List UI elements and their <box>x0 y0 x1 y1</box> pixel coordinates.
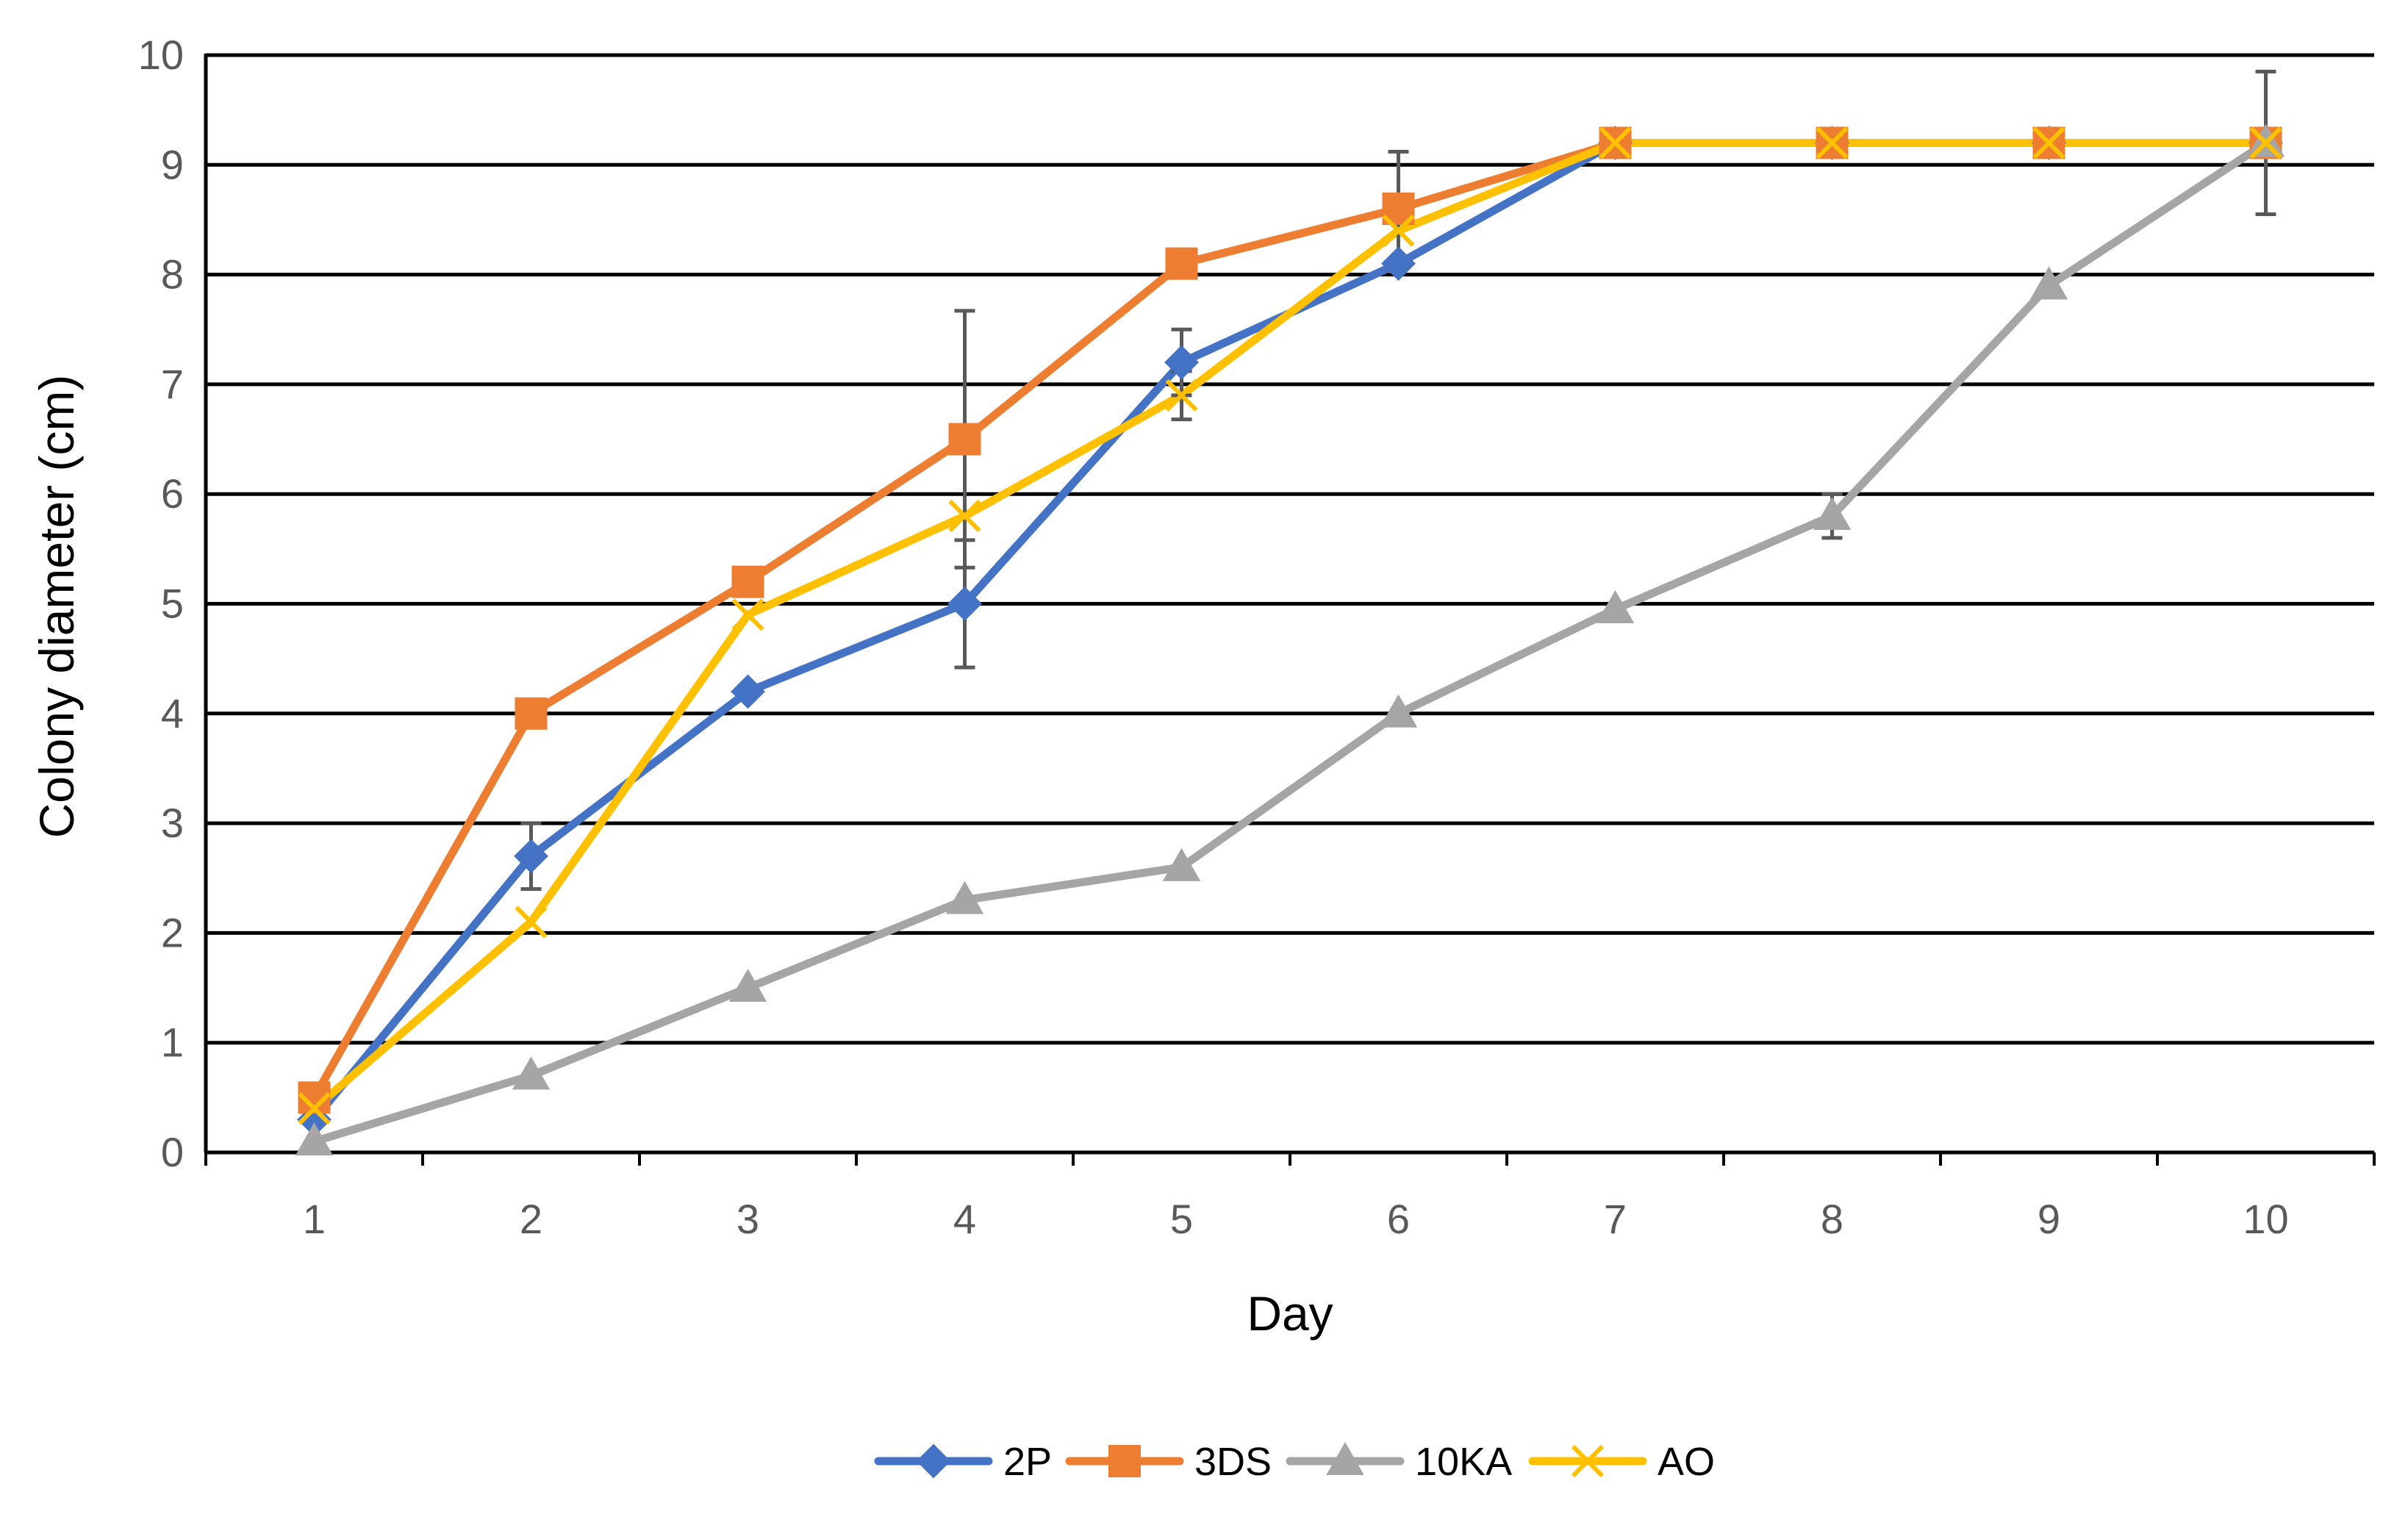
series-lines <box>310 138 2270 1146</box>
legend-item-2P: 2P <box>874 1440 1052 1484</box>
x-tick-label-2: 2 <box>520 1196 542 1242</box>
marker-2P-day-2 <box>514 839 548 874</box>
marker-AO-day-10-stroke-b <box>2249 126 2282 159</box>
marker-10KA-day-9 <box>2029 266 2068 300</box>
series-markers <box>295 123 2285 1156</box>
marker-3DS-day-3 <box>731 565 764 598</box>
marker-2P-day-5 <box>1164 345 1199 380</box>
series-line-10KA <box>310 138 2270 1146</box>
marker-AO-day-4-stroke-b <box>948 499 981 533</box>
y-tick-label-5: 5 <box>161 581 184 627</box>
marker-10KA-day-6 <box>1379 694 1418 728</box>
marker-AO-day-10 <box>2249 126 2282 159</box>
legend-label-10KA: 10KA <box>1415 1440 1512 1484</box>
x-tick-label-5: 5 <box>1170 1196 1193 1242</box>
legend-swatch-marker-2P <box>916 1443 951 1479</box>
x-tick-label-10: 10 <box>2243 1196 2288 1242</box>
x-tick-label-9: 9 <box>2038 1196 2060 1242</box>
y-tick-label-4: 4 <box>161 690 184 736</box>
gridlines <box>206 53 2374 1045</box>
marker-2P-day-4 <box>947 587 982 621</box>
x-axis-title: Day <box>1247 1286 1333 1341</box>
x-tick-label-4: 4 <box>953 1196 976 1242</box>
y-tick-label-2: 2 <box>161 909 184 955</box>
marker-AO-day-5-stroke-b <box>1165 379 1198 412</box>
legend-swatch-marker-AO-stroke-b <box>1571 1444 1605 1478</box>
legend-swatch-marker-3DS <box>1108 1445 1141 1477</box>
x-tick-label-8: 8 <box>1821 1196 1843 1242</box>
marker-3DS-day-4 <box>948 423 981 456</box>
marker-AO-day-4 <box>948 499 981 533</box>
y-tick-label-9: 9 <box>161 141 184 187</box>
y-tick-label-3: 3 <box>161 800 184 846</box>
marker-AO-day-2 <box>515 905 548 939</box>
y-tick-label-8: 8 <box>161 251 184 298</box>
legend-swatch-marker-AO <box>1571 1444 1605 1478</box>
x-axis-ticks: 1 2 3 4 5 6 7 8 9 10 <box>303 1196 2289 1242</box>
series-line-3DS <box>310 138 2270 1102</box>
marker-2P-day-3 <box>731 674 765 709</box>
marker-AO-day-3 <box>731 598 764 631</box>
series-line-2P <box>310 138 2270 1124</box>
marker-AO-day-2-stroke-b <box>515 905 548 939</box>
y-tick-label-10: 10 <box>138 32 184 78</box>
legend-label-3DS: 3DS <box>1194 1440 1272 1484</box>
y-axis-title: Colony diameter (cm) <box>29 375 84 839</box>
y-tick-label-7: 7 <box>161 361 184 407</box>
marker-10KA-day-5 <box>1162 847 1201 881</box>
y-tick-label-1: 1 <box>161 1019 184 1066</box>
marker-10KA-day-1 <box>295 1122 334 1156</box>
y-tick-label-0: 0 <box>161 1129 184 1175</box>
x-tick-label-3: 3 <box>737 1196 759 1242</box>
marker-AO-day-6 <box>1382 214 1415 248</box>
marker-10KA-day-2 <box>512 1056 551 1090</box>
y-axis-ticks: 0 1 2 3 4 5 6 7 8 9 10 <box>138 32 184 1175</box>
legend-label-2P: 2P <box>1003 1440 1052 1484</box>
marker-AO-day-9-stroke-b <box>2032 126 2065 159</box>
legend-item-AO: AO <box>1528 1440 1715 1484</box>
marker-AO-day-3-stroke-b <box>731 598 764 631</box>
axes <box>204 54 2376 1166</box>
y-tick-label-6: 6 <box>161 470 184 517</box>
marker-AO-day-7 <box>1599 126 1632 159</box>
marker-AO-day-6-stroke-b <box>1382 214 1415 248</box>
legend: 2P 3DS 10KA AO <box>874 1440 1715 1484</box>
marker-AO-day-9 <box>2032 126 2065 159</box>
legend-label-AO: AO <box>1658 1440 1715 1484</box>
x-tick-label-6: 6 <box>1387 1196 1410 1242</box>
series-line-AO <box>310 138 2270 1113</box>
marker-AO-day-8-stroke-b <box>1816 126 1849 159</box>
marker-AO-day-1 <box>298 1092 331 1125</box>
marker-3DS-day-5 <box>1165 247 1198 280</box>
marker-2P-day-6 <box>1381 246 1416 281</box>
marker-10KA-day-8 <box>1813 497 1852 531</box>
legend-item-10KA: 10KA <box>1286 1440 1512 1484</box>
marker-AO-day-1-stroke-b <box>298 1092 331 1125</box>
legend-item-3DS: 3DS <box>1065 1440 1272 1484</box>
marker-10KA-day-3 <box>728 969 767 1002</box>
x-tick-label-1: 1 <box>303 1196 326 1242</box>
marker-AO-day-7-stroke-b <box>1599 126 1632 159</box>
marker-10KA-day-4 <box>945 880 984 914</box>
legend-swatch-marker-10KA <box>1326 1441 1364 1475</box>
x-tick-label-7: 7 <box>1604 1196 1627 1242</box>
marker-10KA-day-7 <box>1596 589 1635 623</box>
marker-AO-day-5 <box>1165 379 1198 412</box>
marker-3DS-day-2 <box>515 697 548 730</box>
marker-AO-day-8 <box>1816 126 1849 159</box>
